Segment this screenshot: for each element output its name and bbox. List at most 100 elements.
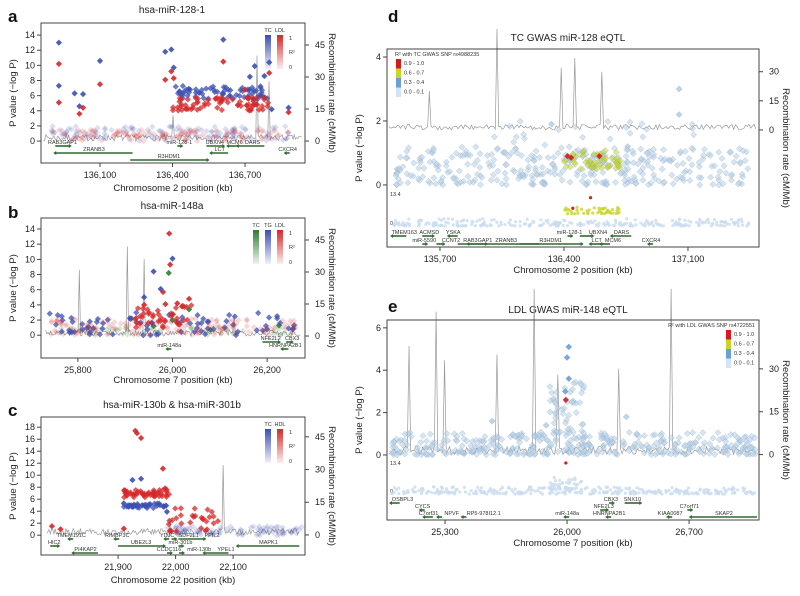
data-point: [146, 128, 153, 135]
data-point: [407, 433, 415, 441]
data-point: [182, 137, 189, 144]
data-point: [48, 330, 55, 338]
data-point: [105, 331, 112, 338]
data-point: [493, 176, 501, 184]
data-point: [604, 118, 612, 125]
data-point: [604, 162, 612, 170]
gene-osbpl3: OSBPL3: [389, 497, 413, 505]
data-point: [657, 432, 665, 439]
data-point: [592, 178, 600, 186]
data-point: [442, 162, 450, 170]
data-point: [210, 323, 217, 330]
data-point: [173, 315, 181, 322]
data-point: [134, 305, 142, 312]
data-point: [292, 529, 300, 536]
data-point: [485, 159, 493, 167]
gene-label: CBX3: [604, 497, 618, 503]
gene-label: YSKA: [446, 230, 461, 236]
eqtl-point: [565, 211, 570, 216]
strand-arrow-icon: [222, 144, 226, 148]
strand-arrow-icon: [646, 242, 650, 246]
eqtl-point: [471, 220, 475, 224]
gene-label: PI4KAP2: [74, 547, 96, 553]
data-point: [582, 441, 590, 449]
eqtl-point: [529, 222, 533, 226]
gene-label: miR-301b: [169, 540, 193, 546]
data-point: [512, 133, 520, 141]
data-point: [501, 169, 509, 177]
eqtl-point: [546, 221, 550, 225]
data-point: [86, 318, 93, 325]
strand-arrow-icon: [181, 544, 185, 548]
eqtl-point: [682, 224, 686, 228]
data-point: [182, 322, 189, 329]
data-point: [283, 135, 290, 142]
data-point: [209, 83, 217, 90]
data-point: [140, 332, 147, 339]
eqtl-point: [644, 219, 649, 223]
data-point: [528, 151, 535, 159]
data-point: [149, 133, 156, 140]
data-point: [238, 123, 246, 131]
data-point: [111, 325, 118, 332]
y2-tick-label: 0: [315, 136, 320, 146]
y-tick-label: 6: [376, 323, 381, 333]
data-point: [189, 523, 197, 530]
data-point: [261, 329, 268, 336]
data-point: [696, 181, 704, 189]
data-point: [212, 132, 219, 140]
eqtl-point: [588, 196, 593, 200]
data-point: [219, 325, 226, 332]
y-tick-label: 0: [376, 180, 381, 190]
eqtl-point: [674, 487, 679, 491]
strand-arrow-icon: [71, 551, 75, 555]
data-point: [734, 180, 742, 188]
eqtl-point: [743, 487, 747, 491]
eqtl-point: [614, 220, 618, 225]
data-point: [172, 523, 180, 530]
eqtl-point: [723, 492, 727, 496]
eqtl-point: [733, 491, 737, 495]
y-axis-label: P value (−log P): [354, 114, 365, 182]
data-point: [626, 118, 634, 126]
data-point: [103, 331, 110, 338]
data-point: [214, 128, 221, 135]
eqtl-point: [403, 224, 407, 228]
data-point: [222, 134, 230, 142]
legend-color-bar: [265, 230, 271, 264]
data-point: [178, 126, 186, 134]
data-point: [689, 429, 696, 436]
data-point: [474, 170, 481, 178]
data-point: [202, 331, 209, 338]
data-point: [200, 315, 207, 322]
data-point: [197, 531, 205, 538]
data-point: [157, 127, 164, 135]
data-point: [86, 331, 93, 338]
series-r2-0-9-1-0: [564, 152, 603, 162]
data-point: [281, 329, 288, 336]
data-point: [240, 531, 247, 538]
data-point: [184, 316, 191, 323]
data-point: [157, 317, 164, 325]
eqtl-point: [657, 489, 661, 493]
eqtl-point: [557, 491, 561, 495]
data-point: [179, 82, 186, 90]
data-point: [538, 163, 546, 171]
y2-tick-label: 30: [769, 67, 779, 77]
data-point: [452, 446, 459, 454]
eqtl-point: [637, 491, 641, 495]
data-point: [651, 431, 659, 439]
panel-label: a: [8, 7, 18, 26]
data-point: [178, 131, 185, 138]
data-point: [458, 442, 466, 450]
data-point: [203, 85, 210, 92]
data-point: [437, 177, 445, 185]
data-point: [606, 135, 614, 143]
data-point: [722, 434, 730, 441]
data-point: [523, 435, 530, 443]
data-point: [636, 168, 644, 175]
data-point: [91, 331, 98, 339]
eqtl-point: [685, 491, 689, 495]
data-point: [458, 143, 466, 151]
data-point: [630, 173, 638, 181]
